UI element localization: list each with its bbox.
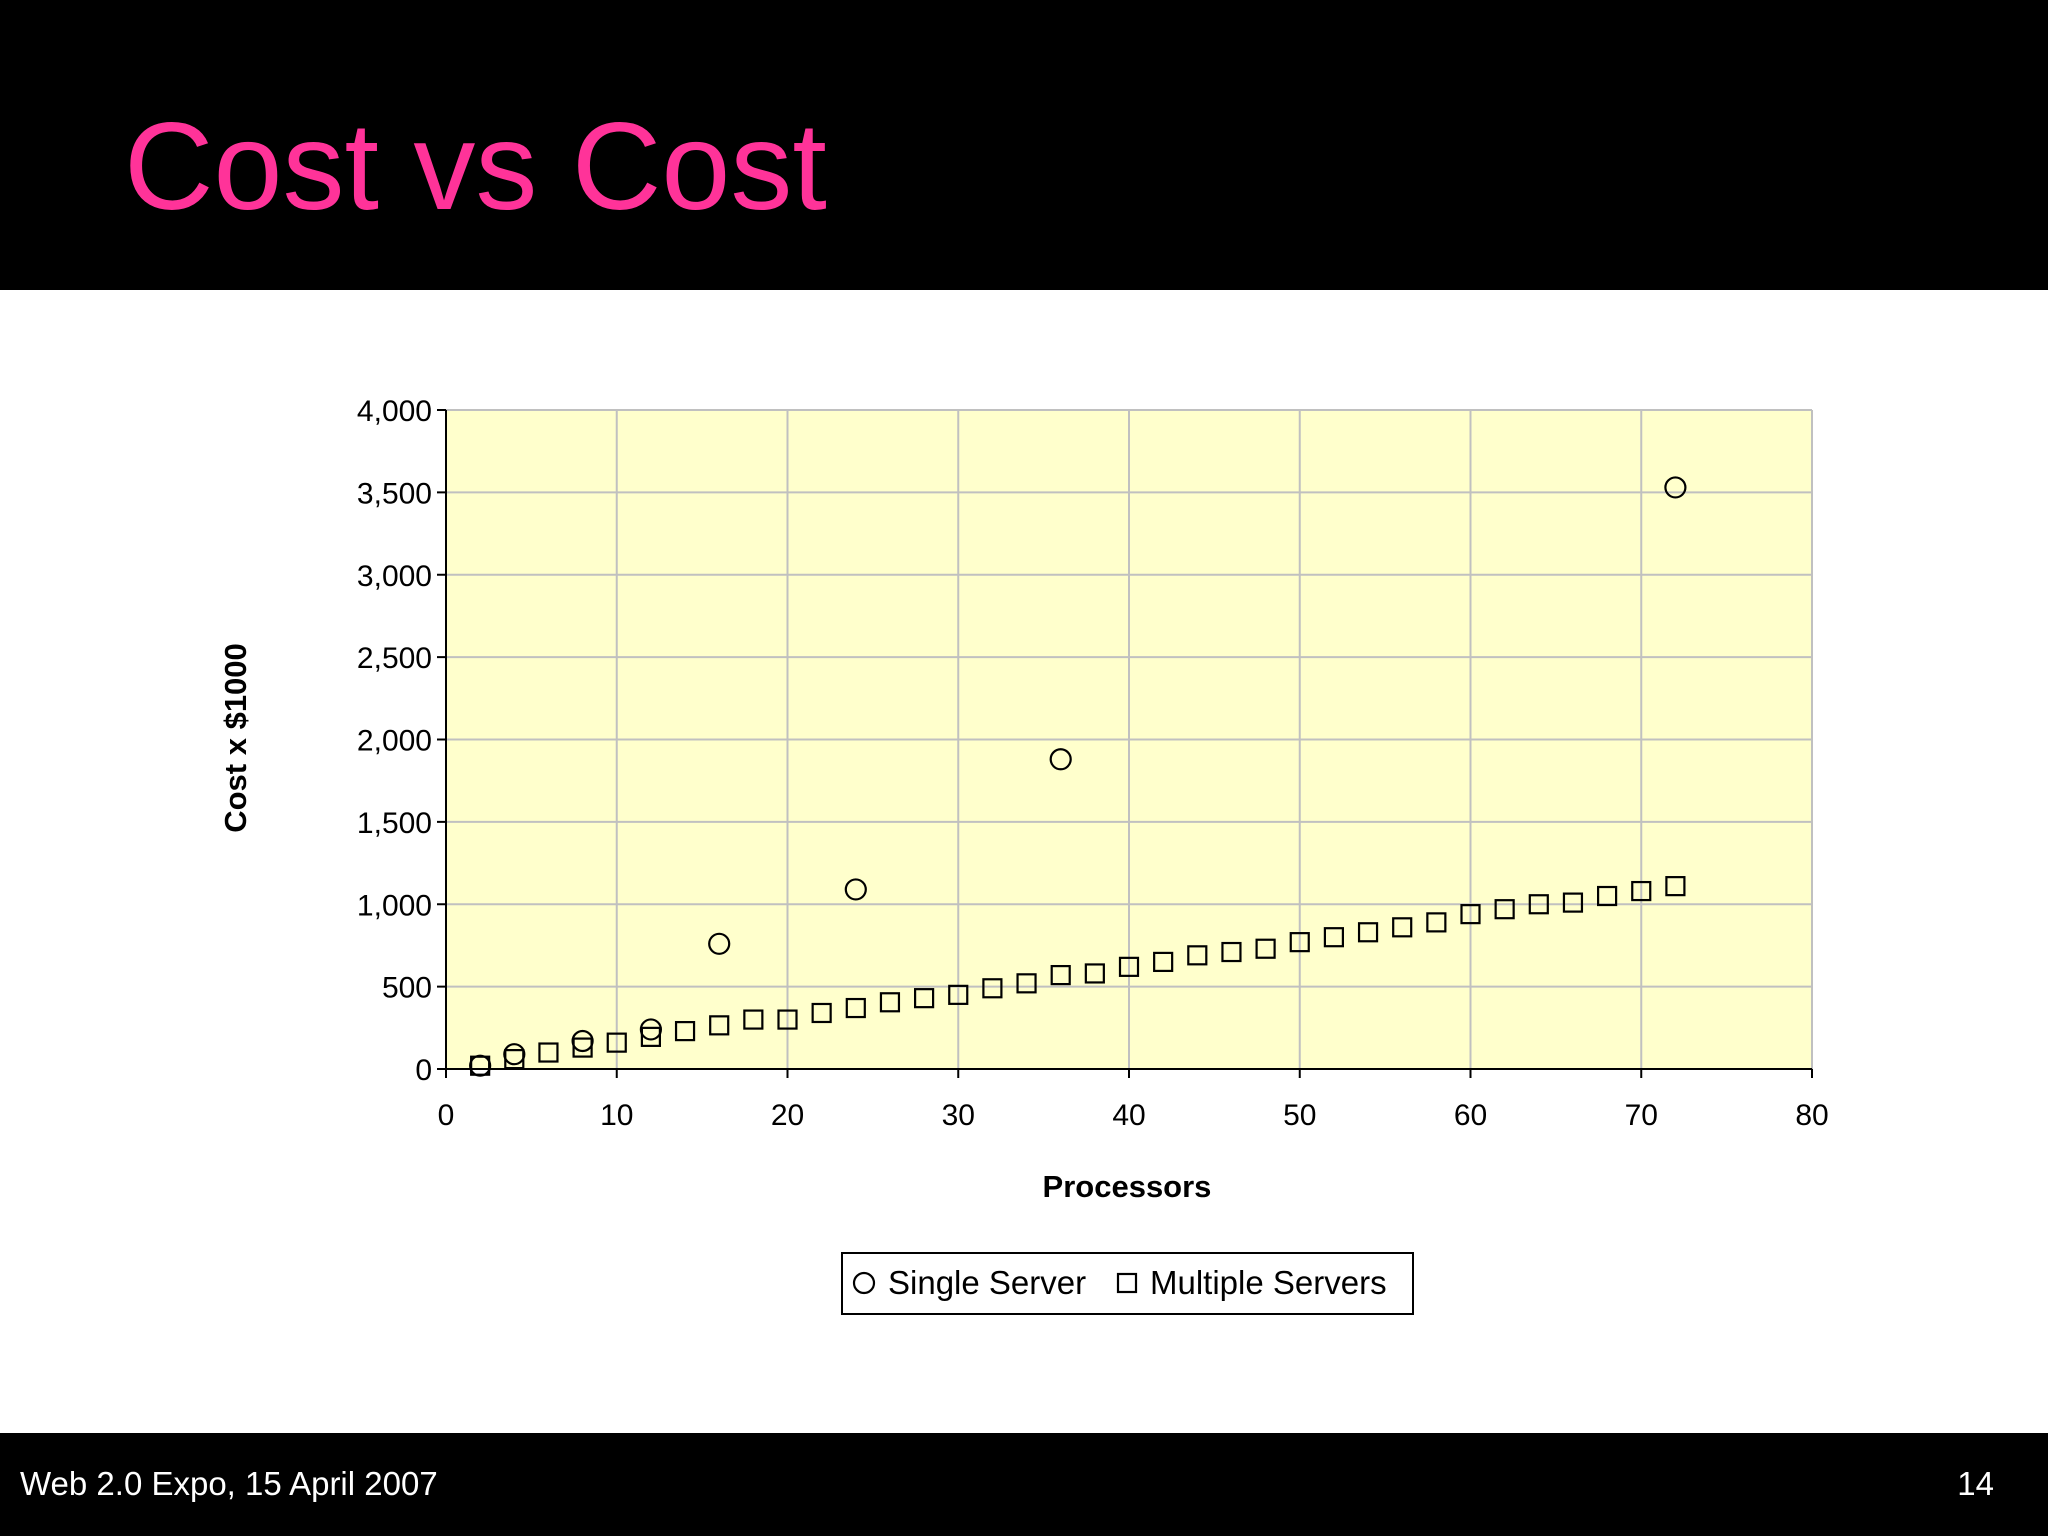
single-server-point: [844, 878, 867, 901]
multiple-servers-point: [1665, 876, 1686, 897]
y-tick-label: 2,000: [357, 725, 432, 758]
multiple-servers-point: [606, 1032, 627, 1053]
multiple-servers-point: [674, 1021, 696, 1042]
multiple-servers-point: [1596, 885, 1618, 907]
multiple-servers-point: [1255, 938, 1276, 959]
single-server-point: [469, 1054, 492, 1077]
single-server-point: [571, 1029, 594, 1053]
y-tick-label: 0: [415, 1054, 432, 1087]
footer-bar: [0, 1433, 2048, 1536]
multiple-servers-point: [1016, 973, 1037, 994]
multiple-servers-point: [1494, 899, 1515, 920]
multiple-servers-point: [1392, 917, 1413, 938]
multiple-servers-point: [1323, 927, 1345, 948]
multiple-servers-point: [879, 992, 901, 1013]
multiple-servers-point: [1562, 892, 1584, 913]
multiple-servers-point: [1631, 880, 1652, 902]
multiple-servers-point: [845, 997, 866, 1019]
legend-label-multiple-servers: Multiple Servers: [1150, 1264, 1387, 1301]
multiple-servers-point: [811, 1002, 832, 1024]
slide-title: Cost vs Cost: [124, 98, 827, 236]
y-tick-label: 3,500: [357, 477, 432, 510]
legend-box: [841, 1252, 1414, 1315]
x-tick-label: 50: [1283, 1099, 1316, 1132]
x-tick-label: 40: [1112, 1099, 1145, 1132]
multiple-servers-point: [640, 1026, 662, 1047]
x-tick-label: 60: [1454, 1099, 1487, 1132]
multiple-servers-point: [1426, 912, 1447, 933]
multiple-servers-point: [1221, 941, 1242, 963]
legend-label-single-server: Single Server: [888, 1264, 1086, 1301]
multiple-servers-point: [504, 1049, 525, 1070]
single-server-point: [503, 1043, 526, 1066]
multiple-servers-point: [982, 978, 1003, 999]
x-tick-label: 80: [1795, 1099, 1828, 1132]
y-tick-label: 3,000: [357, 560, 432, 593]
y-tick-label: 1,000: [357, 889, 432, 922]
legend-marker-single-server: [852, 1271, 876, 1295]
multiple-servers-point: [1357, 922, 1379, 943]
multiple-servers-point: [948, 984, 969, 1005]
multiple-servers-point: [777, 1009, 798, 1030]
page-number: 14: [1957, 1465, 1994, 1502]
y-tick-label: 1,500: [357, 807, 432, 840]
multiple-servers-point: [470, 1055, 491, 1076]
single-server-point: [1049, 748, 1072, 771]
single-server-point: [708, 932, 731, 955]
multiple-servers-point: [1460, 904, 1481, 925]
multiple-servers-point: [1187, 945, 1208, 966]
legend-marker-multiple-servers: [1116, 1272, 1138, 1294]
multiple-servers-point: [1153, 951, 1174, 973]
multiple-servers-point: [913, 988, 935, 1009]
multiple-servers-point: [1118, 956, 1140, 977]
y-tick-label: 4,000: [357, 395, 432, 428]
x-tick-label: 70: [1625, 1099, 1658, 1132]
multiple-servers-point: [572, 1037, 593, 1058]
x-axis-title: Processors: [1043, 1169, 1212, 1204]
single-server-point: [639, 1018, 663, 1041]
title-bar: [0, 0, 2048, 290]
x-tick-label: 10: [600, 1099, 633, 1132]
multiple-servers-point: [1528, 894, 1549, 915]
multiple-servers-point: [709, 1015, 730, 1036]
multiple-servers-point: [1289, 932, 1310, 953]
y-tick-label: 500: [382, 972, 432, 1005]
x-tick-label: 30: [942, 1099, 975, 1132]
footer-event-label: Web 2.0 Expo, 15 April 2007: [20, 1465, 438, 1502]
multiple-servers-point: [1084, 963, 1105, 984]
plot-area: [446, 410, 1812, 1069]
multiple-servers-point: [538, 1042, 559, 1063]
multiple-servers-point: [743, 1009, 764, 1030]
x-tick-label: 20: [771, 1099, 804, 1132]
multiple-servers-point: [1050, 964, 1071, 986]
single-server-point: [1664, 476, 1687, 499]
x-tick-label: 0: [438, 1099, 455, 1132]
y-tick-label: 2,500: [357, 642, 432, 675]
y-axis-title: Cost x $1000: [218, 643, 253, 833]
